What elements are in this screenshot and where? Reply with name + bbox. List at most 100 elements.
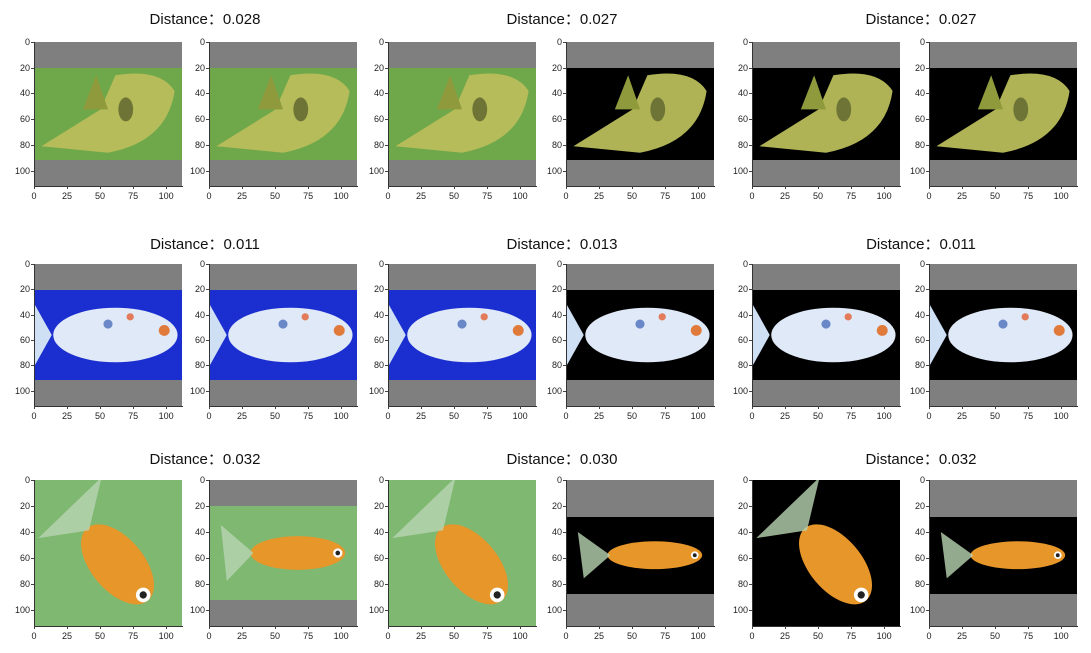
koi-fish (752, 303, 896, 367)
y-tick-mark (206, 340, 209, 342)
x-tick-label: 50 (627, 411, 638, 421)
x-tick-label: 25 (780, 411, 791, 421)
y-tick-label: 60 (551, 114, 562, 125)
fish-image (395, 73, 529, 153)
x-tick-label: 75 (303, 631, 314, 641)
y-tick-label: 60 (194, 553, 205, 564)
image-panel (752, 264, 900, 406)
fish-image (940, 531, 1066, 579)
y-tick-mark (206, 67, 209, 69)
distance-label: Distance： (149, 451, 223, 468)
x-tick-label: 75 (482, 411, 493, 421)
fish-image (388, 303, 532, 367)
y-tick-label: 40 (194, 88, 205, 99)
pair-title: Distance：0.011 (866, 233, 976, 254)
y-tick-label: 40 (373, 88, 384, 99)
x-tick-mark (632, 186, 634, 189)
y-tick-mark (206, 610, 209, 612)
padding-bottom (752, 160, 900, 186)
x-tick-mark (388, 186, 389, 189)
fish-image (752, 303, 896, 367)
y-tick-label: 0 (199, 259, 205, 269)
x-tick-label: 100 (876, 631, 892, 641)
pufferfish-fish (41, 73, 175, 153)
y-tick-mark (563, 42, 566, 43)
padding-bottom (209, 380, 357, 406)
y-tick-mark (206, 93, 209, 95)
y-tick-mark (385, 67, 388, 69)
padding-bottom (388, 160, 536, 186)
y-tick-label: 80 (551, 139, 562, 150)
x-tick-label: 100 (512, 631, 528, 641)
y-tick-label: 20 (373, 62, 384, 73)
koi-fish (929, 303, 1073, 367)
x-tick-mark (209, 406, 210, 409)
x-tick-label: 50 (813, 631, 824, 641)
x-tick-mark (566, 186, 567, 189)
x-tick-label: 50 (990, 191, 1001, 201)
y-tick-mark (385, 144, 388, 146)
y-tick-mark (385, 93, 388, 95)
y-tick-mark (206, 480, 209, 481)
y-tick-label: 20 (914, 501, 925, 512)
distance-value: 0.011 (939, 236, 976, 253)
y-tick-mark (749, 264, 752, 265)
x-tick-mark (818, 626, 820, 629)
x-tick-mark (209, 626, 210, 629)
pufferfish-fish (759, 73, 893, 153)
y-tick-label: 80 (373, 139, 384, 150)
y-tick-label: 0 (199, 475, 205, 485)
pair-title: Distance：0.011 (150, 233, 260, 254)
pufferfish-fish (395, 73, 529, 153)
x-tick-mark (851, 626, 853, 629)
x-tick-label: 0 (926, 191, 932, 201)
y-tick-mark (749, 144, 752, 146)
x-tick-label: 100 (158, 631, 174, 641)
fish-image (220, 524, 346, 582)
y-tick-mark (563, 144, 566, 146)
x-tick-mark (308, 626, 310, 629)
x-tick-label: 75 (846, 411, 857, 421)
y-tick-label: 100 (368, 385, 384, 396)
x-tick-label: 50 (449, 631, 460, 641)
x-tick-label: 75 (128, 411, 139, 421)
x-tick-label: 0 (749, 631, 755, 641)
y-tick-label: 0 (742, 259, 748, 269)
x-tick-label: 50 (95, 191, 106, 201)
x-tick-mark (34, 186, 35, 189)
y-tick-label: 100 (14, 605, 30, 616)
y-tick-mark (206, 365, 209, 367)
x-tick-label: 25 (780, 191, 791, 201)
x-tick-label: 25 (957, 191, 968, 201)
y-tick-mark (749, 584, 752, 586)
y-tick-label: 20 (194, 501, 205, 512)
y-tick-label: 60 (551, 553, 562, 564)
x-tick-mark (242, 626, 244, 629)
x-tick-mark (599, 626, 601, 629)
x-tick-label: 25 (62, 631, 73, 641)
x-tick-mark (308, 186, 310, 189)
x-tick-label: 50 (449, 411, 460, 421)
padding-bottom (566, 160, 714, 186)
image-panel (566, 42, 714, 186)
y-tick-mark (385, 365, 388, 367)
padding-top (752, 264, 900, 290)
x-tick-label: 75 (1023, 411, 1034, 421)
y-tick-mark (749, 314, 752, 316)
x-tick-label: 0 (206, 191, 212, 201)
y-tick-label: 20 (19, 284, 30, 295)
x-tick-mark (884, 406, 886, 409)
koi-fish (34, 303, 178, 367)
x-tick-mark (100, 626, 102, 629)
y-tick-mark (563, 480, 566, 481)
fish-image (577, 531, 703, 579)
x-tick-mark (520, 406, 522, 409)
y-tick-label: 60 (19, 114, 30, 125)
y-tick-mark (31, 340, 34, 342)
x-tick-label: 100 (333, 411, 349, 421)
y-tick-mark (31, 506, 34, 508)
y-tick-mark (563, 314, 566, 316)
y-tick-mark (926, 340, 929, 342)
y-tick-mark (206, 506, 209, 508)
distance-value: 0.032 (938, 451, 977, 468)
